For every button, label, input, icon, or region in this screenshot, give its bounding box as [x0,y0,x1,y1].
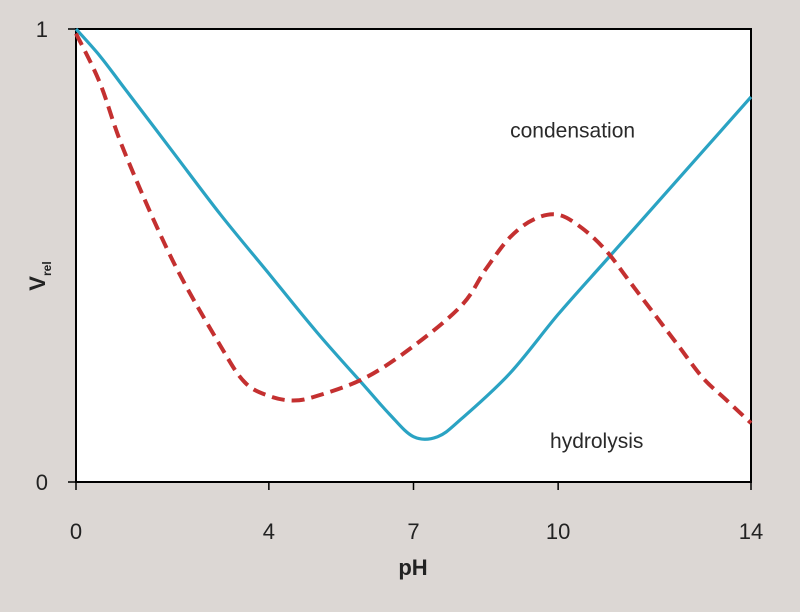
x-tick-label: 7 [407,519,419,544]
annotations: condensation hydrolysis [510,120,643,453]
x-tick-label: 0 [70,519,82,544]
x-tick-label: 10 [546,519,570,544]
x-tick-label: 14 [739,519,763,544]
annotation-label: hydrolysis [550,430,643,453]
y-axis-title-main: V [25,276,50,291]
x-tick-label: 4 [263,519,275,544]
y-axis-title-subscript: rel [40,261,54,276]
y-tick-label: 1 [36,17,48,42]
annotation-label: condensation [510,120,635,143]
x-axis-title: pH [398,555,427,580]
y-axis-title: Vrel [25,261,54,290]
y-axis-ticks: 01 [36,17,76,495]
series-line-condensation [74,32,753,425]
y-tick-label: 0 [36,470,48,495]
series-layer [74,27,753,441]
x-axis-ticks: 0 4 7 10 14 [70,482,763,544]
plot-area [75,28,752,483]
series-line-hydrolysis [74,27,753,441]
